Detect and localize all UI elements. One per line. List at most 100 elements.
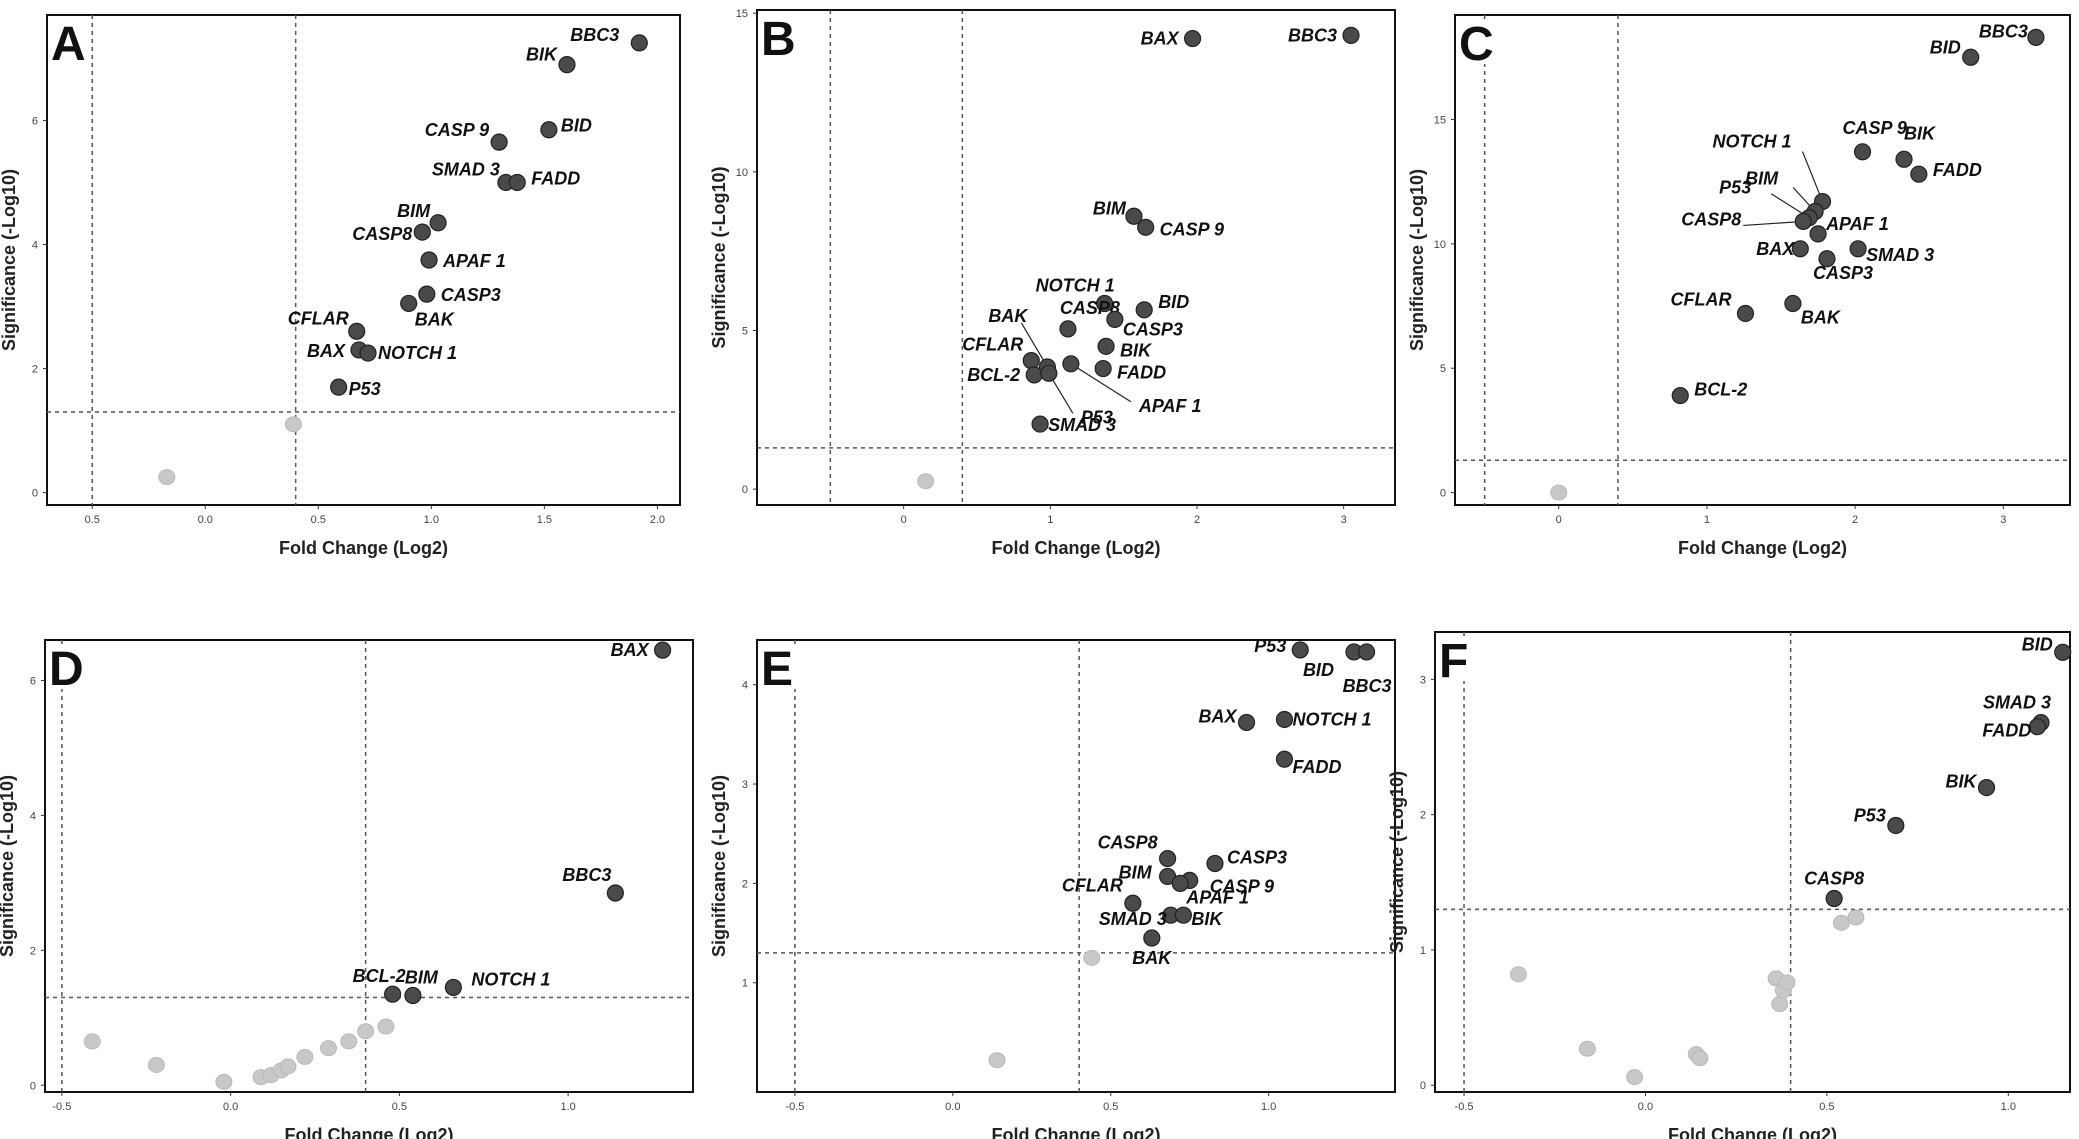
y-tick-label: 2 xyxy=(32,364,38,376)
point-label-bik: BIK xyxy=(1904,123,1937,143)
point-bcl-2 xyxy=(384,985,402,1003)
x-tick-label: 0.5 xyxy=(311,514,326,526)
point-casp8 xyxy=(413,223,431,241)
point-cflar xyxy=(1736,304,1755,323)
point-label-bid: BID xyxy=(1303,660,1334,680)
point-bid xyxy=(1135,301,1153,319)
nonsignificant-point xyxy=(284,416,302,433)
panel-letter: C xyxy=(1459,18,1494,71)
x-tick-label: 0.5 xyxy=(392,1101,407,1113)
x-tick-label: 3 xyxy=(2000,514,2006,526)
point-label-bbc3: BBC3 xyxy=(1288,25,1337,45)
point-label-bak: BAK xyxy=(415,309,456,329)
nonsignificant-point xyxy=(320,1040,337,1057)
point-bik xyxy=(1097,337,1115,355)
x-tick-label: 2 xyxy=(1194,514,1200,526)
point-bbc3 xyxy=(2027,28,2045,46)
point-notch-1 xyxy=(359,344,377,362)
point-label-bcl-2: BCL-2 xyxy=(1694,380,1747,400)
point-label-bim: BIM xyxy=(397,201,431,221)
point-casp-9 xyxy=(1853,143,1872,161)
nonsignificant-point xyxy=(83,1033,101,1050)
point-label-smad-3: SMAD 3 xyxy=(1983,693,2051,713)
point-label-casp-9: CASP 9 xyxy=(1210,876,1274,896)
panel-c: 0 1 2 3 0 5 10 15 Fold Change (Log2) Significance… xyxy=(1407,14,2071,558)
panel-letter-background xyxy=(1438,637,1478,681)
point-bbc3 xyxy=(606,884,624,902)
panel-letter: F xyxy=(1439,635,1468,688)
point-label-bid: BID xyxy=(561,116,592,136)
point-bid xyxy=(1962,48,1980,66)
point-label-bim: BIM xyxy=(1119,862,1153,882)
panel-letter: B xyxy=(761,13,796,66)
point-label-fadd: FADD xyxy=(531,168,580,188)
x-tick-label: 1.0 xyxy=(2001,1101,2016,1113)
point-bik xyxy=(1174,906,1192,924)
point-label-apaf-1: APAF 1 xyxy=(1825,214,1889,234)
plot-frame xyxy=(44,639,694,1093)
nonsignificant-point xyxy=(1832,914,1850,931)
point-label-casp8: CASP8 xyxy=(1804,869,1864,889)
point-label-smad-3: SMAD 3 xyxy=(432,159,500,179)
point-cflar xyxy=(348,322,366,340)
point-casp3 xyxy=(1106,310,1124,328)
point-bbc3 xyxy=(1357,643,1376,661)
point-fadd xyxy=(1094,359,1112,378)
point-fadd xyxy=(1910,165,1928,183)
point-label-bid: BID xyxy=(1158,292,1189,312)
point-label-bbc3: BBC3 xyxy=(1979,21,2028,41)
point-bbc3 xyxy=(1342,26,1360,44)
point-label-bak: BAK xyxy=(988,306,1029,326)
nonsignificant-point xyxy=(1847,909,1865,926)
nonsignificant-point xyxy=(215,1073,233,1090)
panel-letter: A xyxy=(51,18,86,71)
y-tick-label: 15 xyxy=(1434,114,1446,126)
point-label-bak: BAK xyxy=(1132,948,1173,968)
x-tick-label: 2 xyxy=(1852,514,1858,526)
x-tick-label: 0.0 xyxy=(945,1101,960,1113)
point-label-cflar: CFLAR xyxy=(1670,289,1731,309)
point-casp3 xyxy=(1206,854,1224,873)
x-axis-title: Fold Change (Log2) xyxy=(992,1125,1161,1139)
point-label-bik: BIK xyxy=(1120,340,1153,360)
point-bik xyxy=(1895,150,1913,168)
point-label-apaf-1: APAF 1 xyxy=(442,251,506,271)
point-label-casp8: CASP8 xyxy=(1060,298,1120,318)
x-axis-title: Fold Change (Log2) xyxy=(279,538,448,558)
nonsignificant-point xyxy=(1778,974,1796,991)
point-label-bid: BID xyxy=(2022,634,2053,654)
x-tick-label: 0.0 xyxy=(198,514,213,526)
point-label-bim: BIM xyxy=(1093,198,1127,218)
point-label-casp3: CASP3 xyxy=(1813,263,1873,283)
point-p53 xyxy=(330,378,348,396)
point-bim xyxy=(404,986,422,1005)
panel-e: -0.5 0.0 0.5 1.0 1 2 3 4 Fold Change (Log2) Signi… xyxy=(709,636,1396,1139)
nonsignificant-point xyxy=(357,1023,375,1040)
point-smad-3 xyxy=(1849,240,1867,258)
panel-letter-background xyxy=(760,645,800,689)
nonsignificant-point xyxy=(147,1057,165,1074)
point-p53 xyxy=(1040,364,1058,382)
nonsignificant-point xyxy=(1771,996,1789,1013)
y-tick-label: 3 xyxy=(742,779,748,791)
point-bak xyxy=(1784,294,1802,313)
point-apaf-1 xyxy=(1171,874,1189,892)
point-label-casp8: CASP8 xyxy=(1098,833,1158,853)
point-casp8 xyxy=(1158,849,1177,868)
point-bim xyxy=(1125,207,1143,225)
point-label-bax: BAX xyxy=(611,640,650,660)
y-tick-label: 6 xyxy=(32,115,38,127)
y-tick-label: 15 xyxy=(736,8,748,20)
point-label-fadd: FADD xyxy=(1292,757,1341,777)
x-axis-title: Fold Change (Log2) xyxy=(1668,1125,1837,1139)
point-label-smad-3: SMAD 3 xyxy=(1048,415,1116,435)
nonsignificant-point xyxy=(1691,1050,1709,1067)
y-tick-label: 1 xyxy=(1420,945,1426,957)
x-tick-label: 1.0 xyxy=(560,1101,575,1113)
panel-d: -0.5 0.0 0.5 1.0 0 2 4 6 Fold Change (Log2) Signi… xyxy=(0,639,694,1139)
point-label-cflar: CFLAR xyxy=(288,308,349,328)
point-casp3 xyxy=(1818,250,1836,268)
nonsignificant-point xyxy=(1578,1040,1596,1057)
point-apaf-1 xyxy=(1809,225,1827,243)
point-bak xyxy=(1143,929,1161,947)
